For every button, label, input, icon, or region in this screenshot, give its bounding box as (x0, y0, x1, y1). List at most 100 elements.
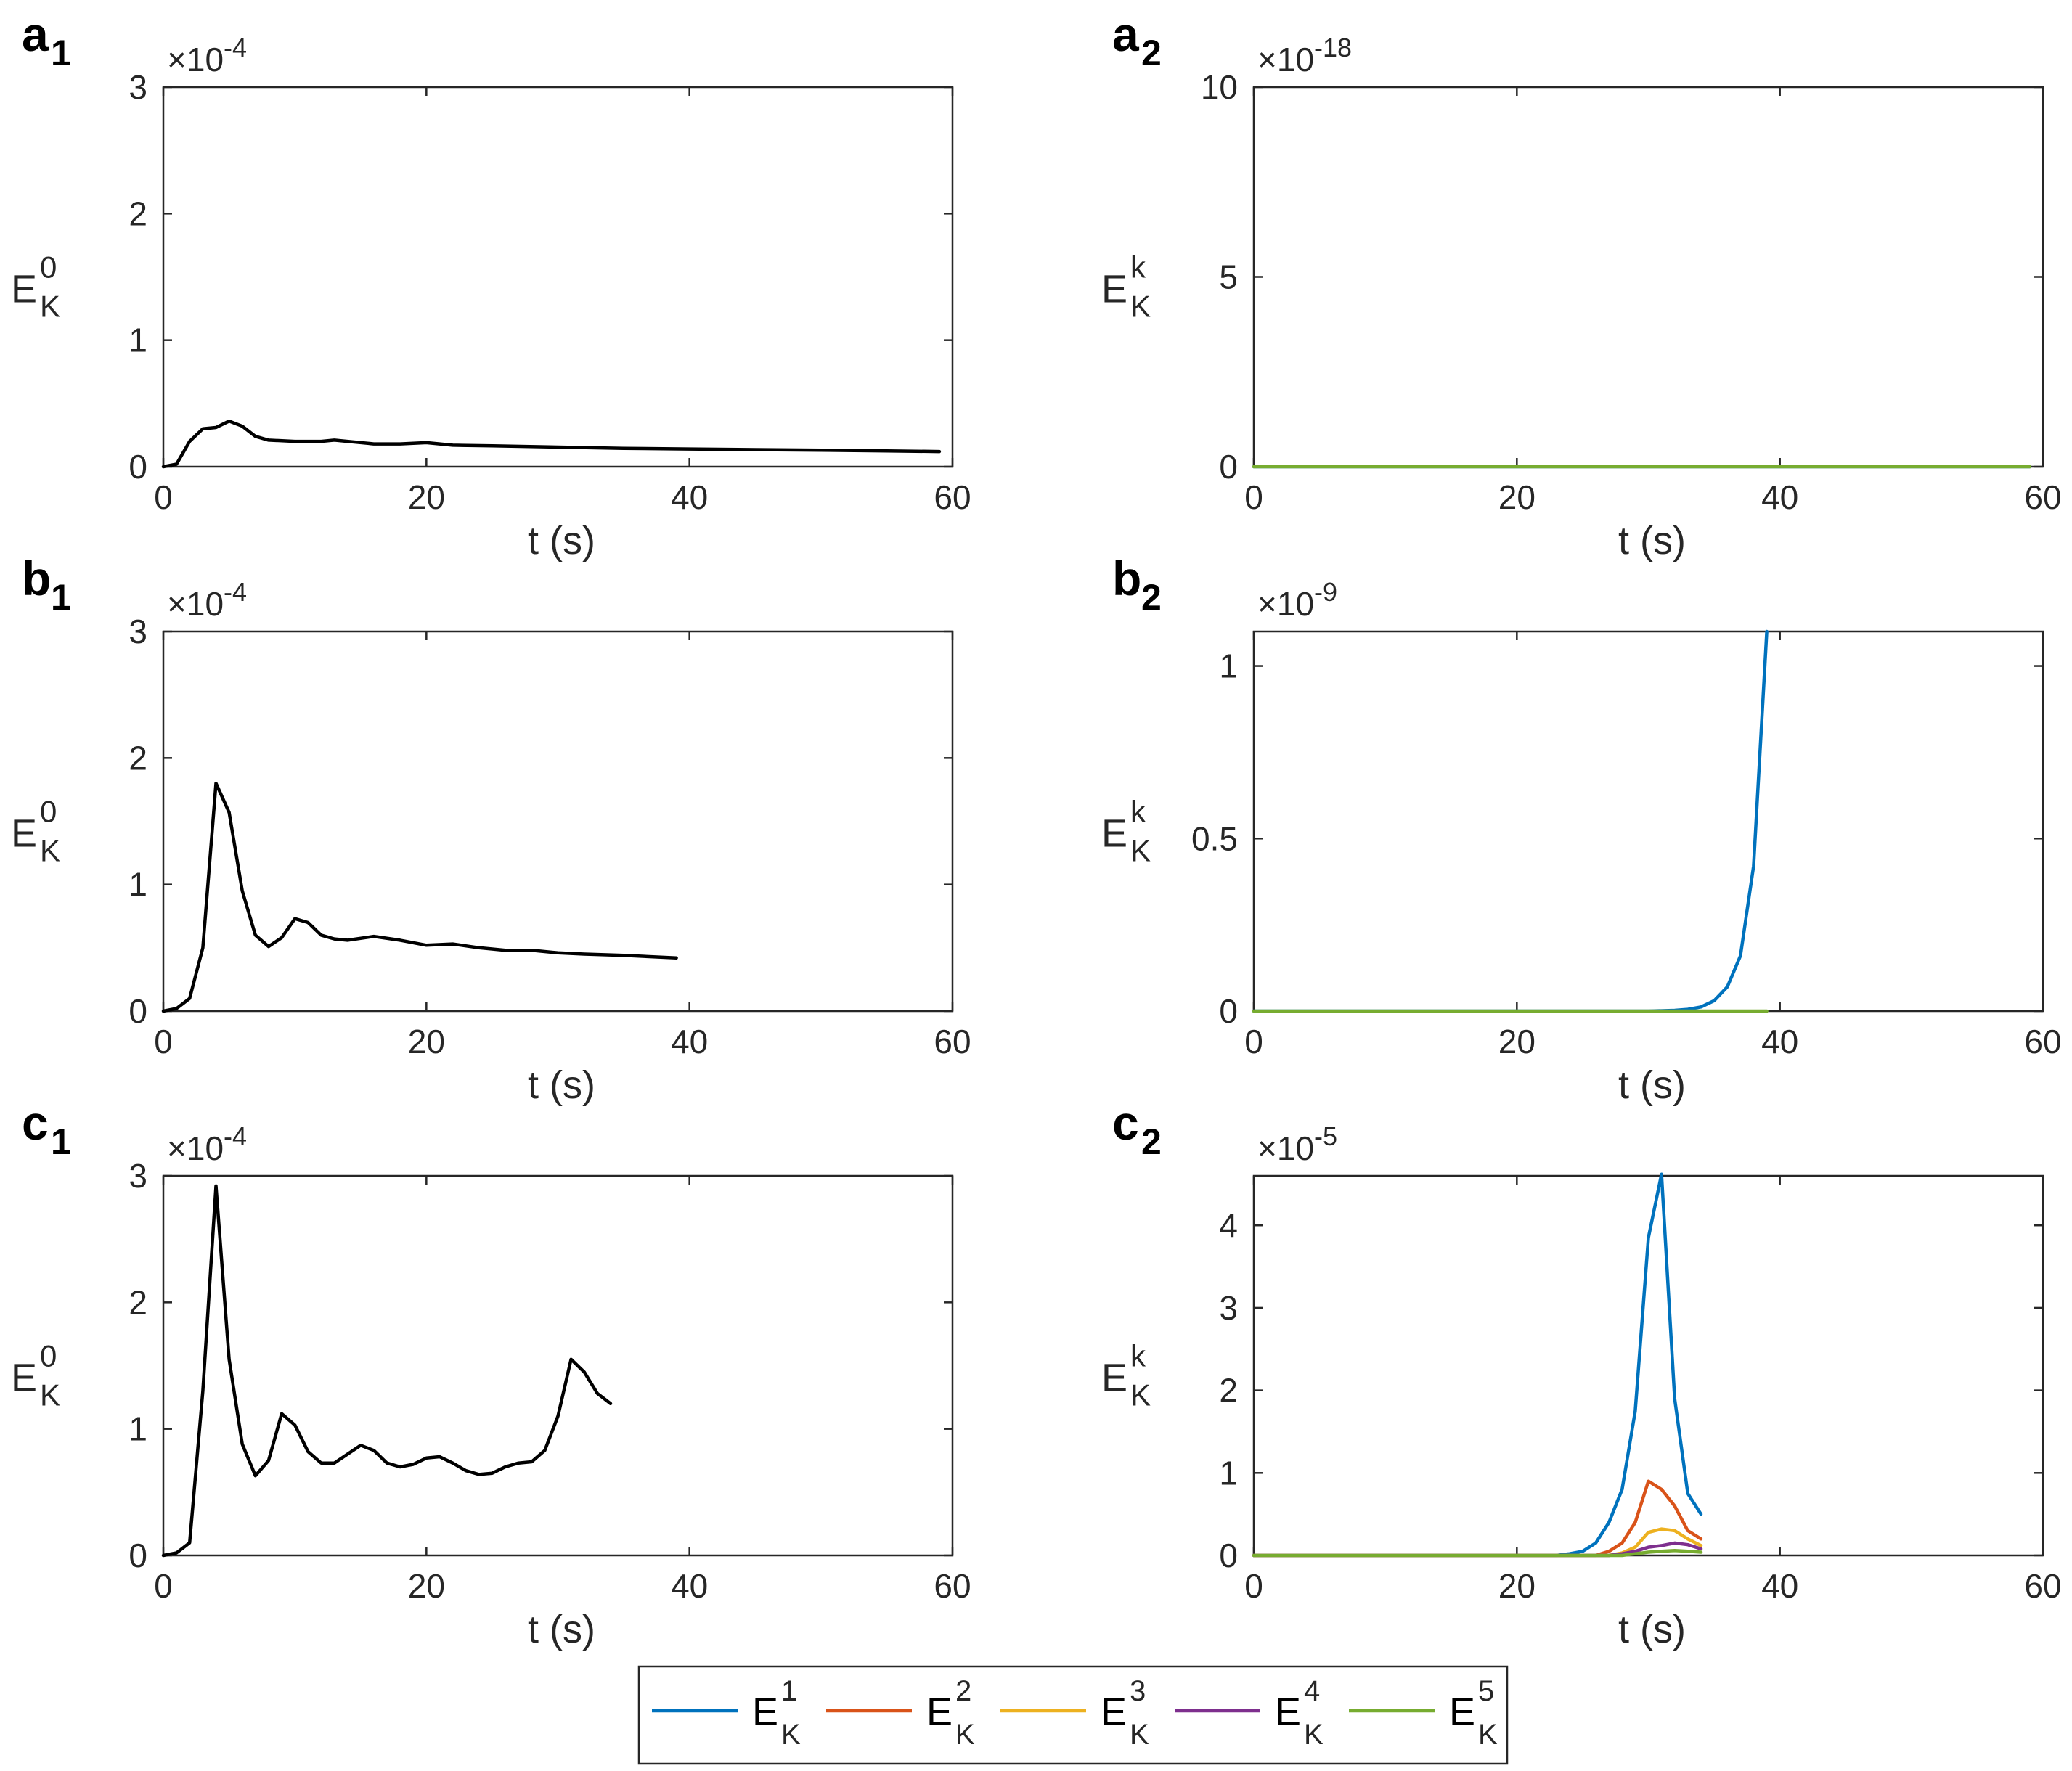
x-tick-label: 60 (2024, 478, 2061, 516)
y-axis-label: E0 K (11, 1339, 60, 1412)
y-tick-label: 1 (1219, 647, 1238, 685)
y-label-sup: 0 (40, 1339, 57, 1373)
y-tick-label: 0 (1219, 1537, 1238, 1574)
exponent-label: ×10-5 (1257, 1121, 1337, 1167)
y-tick-label: 2 (129, 195, 147, 232)
y-tick-label: 2 (1219, 1372, 1238, 1410)
panel-subscript: 1 (51, 577, 71, 618)
y-label-main: E (11, 1357, 37, 1400)
x-tick-label: 20 (408, 1567, 445, 1605)
y-label-sub: K (1130, 1378, 1151, 1412)
y-label-sub: K (40, 834, 60, 868)
y-tick-label: 0 (129, 992, 147, 1030)
x-axis-label: t (s) (1618, 1063, 1686, 1107)
y-tick-label: 1 (129, 1410, 147, 1448)
exponent-base: ×10 (167, 41, 224, 78)
exponent-base: ×10 (1257, 41, 1314, 78)
y-tick-label: 0 (129, 1537, 147, 1574)
panel-letter: b (1112, 552, 1141, 605)
y-axis-label: E0 K (11, 795, 60, 868)
legend-item: E 5 K (1349, 1675, 1498, 1751)
x-tick-label: 20 (1498, 1023, 1535, 1060)
x-tick-label: 20 (1498, 478, 1535, 516)
y-tick-label: 0 (1219, 992, 1238, 1030)
y-tick-label: 0 (129, 448, 147, 486)
exponent-base: ×10 (1257, 585, 1314, 623)
x-tick-label: 40 (1761, 478, 1798, 516)
exponent-label: ×10-4 (167, 1121, 247, 1167)
y-tick-label: 3 (129, 613, 147, 650)
y-tick-label: 1 (129, 322, 147, 359)
y-tick-label: 1 (1219, 1454, 1238, 1492)
series-line (1252, 1548, 1703, 1558)
x-tick-label: 20 (1498, 1567, 1535, 1605)
x-axis-label: t (s) (528, 1608, 595, 1651)
panel-letter: b (22, 552, 51, 605)
x-tick-label: 60 (2024, 1023, 2061, 1060)
y-tick-label: 5 (1219, 258, 1238, 296)
panel-letter: a (1112, 7, 1140, 61)
legend-sup: 1 (781, 1675, 797, 1707)
legend-sup: 2 (955, 1675, 971, 1707)
series-line (161, 1184, 613, 1558)
y-label-main: E (1101, 1357, 1127, 1400)
panel-subscript: 2 (1141, 1121, 1162, 1162)
legend-item: E 3 K (1000, 1675, 1149, 1751)
exponent-label: ×10-4 (167, 33, 247, 78)
panel-subscript: 1 (51, 33, 71, 73)
axes-box (1252, 86, 2044, 468)
y-tick-label: 3 (129, 68, 147, 106)
x-tick-label: 0 (1244, 1023, 1263, 1060)
legend: E 1KE 2KE 3KE 4KE 5K (637, 1665, 1509, 1765)
y-label-main: E (1101, 812, 1127, 856)
y-tick-label: 3 (129, 1157, 147, 1195)
axes-box (1252, 630, 2044, 1013)
exponent-power: -9 (1314, 577, 1337, 607)
x-tick-label: 0 (1244, 1567, 1263, 1605)
exponent-base: ×10 (167, 1129, 224, 1167)
x-tick-label: 0 (154, 1567, 173, 1605)
x-tick-label: 40 (671, 1567, 708, 1605)
series-line (161, 781, 678, 1013)
y-axis-label: EkK (1101, 795, 1151, 868)
y-label-sup: k (1130, 250, 1146, 285)
y-label-sup: k (1130, 1339, 1146, 1373)
legend-sup: 3 (1130, 1675, 1146, 1707)
exponent-power: -4 (224, 577, 247, 607)
x-tick-label: 40 (671, 478, 708, 516)
series-line (161, 419, 942, 469)
y-label-sup: k (1130, 795, 1146, 829)
exponent-label: ×10-4 (167, 577, 247, 623)
panel-subscript: 2 (1141, 577, 1162, 618)
exponent-power: -5 (1314, 1121, 1337, 1151)
y-axis-label: E0 K (11, 250, 60, 324)
series-line (1252, 1172, 1703, 1558)
exponent-base: ×10 (167, 585, 224, 623)
axes-box (162, 1174, 954, 1557)
y-label-sub: K (1130, 290, 1151, 324)
y-label-sup: 0 (40, 795, 57, 829)
x-tick-label: 20 (408, 478, 445, 516)
exponent-power: -4 (224, 33, 247, 62)
legend-item: E 4 K (1175, 1675, 1323, 1751)
y-label-sub: K (40, 1378, 60, 1412)
legend-sub: K (955, 1719, 975, 1751)
x-tick-label: 40 (1761, 1567, 1798, 1605)
legend-main: E (1449, 1690, 1475, 1734)
panel-subscript: 2 (1141, 33, 1162, 73)
y-tick-label: 1 (129, 866, 147, 904)
legend-sup: 4 (1304, 1675, 1320, 1707)
legend-sub: K (1478, 1719, 1498, 1751)
exponent-power: -18 (1314, 33, 1352, 62)
legend-sub: K (781, 1719, 801, 1751)
y-tick-label: 2 (129, 739, 147, 777)
x-tick-label: 60 (2024, 1567, 2061, 1605)
y-tick-label: 4 (1219, 1206, 1238, 1244)
axes-box (162, 630, 954, 1013)
x-tick-label: 40 (671, 1023, 708, 1060)
y-label-sup: 0 (40, 250, 57, 285)
series-line (1252, 1479, 1703, 1558)
x-tick-label: 0 (1244, 478, 1263, 516)
